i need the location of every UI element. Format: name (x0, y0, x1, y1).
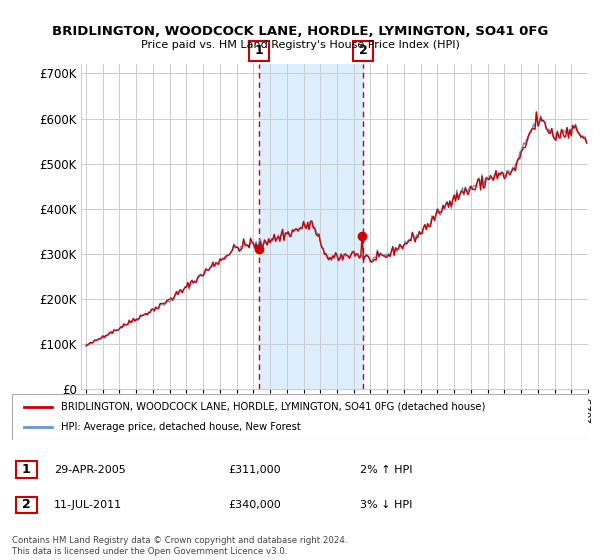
Text: 3% ↓ HPI: 3% ↓ HPI (360, 500, 412, 510)
Text: 2: 2 (359, 44, 367, 58)
Bar (259, 64, 362, 389)
Text: 1: 1 (255, 44, 263, 58)
Text: Price paid vs. HM Land Registry's House Price Index (HPI): Price paid vs. HM Land Registry's House … (140, 40, 460, 50)
Text: 2: 2 (22, 498, 31, 511)
Text: 1: 1 (22, 463, 31, 476)
Text: HPI: Average price, detached house, New Forest: HPI: Average price, detached house, New … (61, 422, 301, 432)
Text: 2% ↑ HPI: 2% ↑ HPI (360, 465, 413, 474)
Text: £311,000: £311,000 (228, 465, 281, 474)
Text: BRIDLINGTON, WOODCOCK LANE, HORDLE, LYMINGTON, SO41 0FG: BRIDLINGTON, WOODCOCK LANE, HORDLE, LYMI… (52, 25, 548, 38)
Text: BRIDLINGTON, WOODCOCK LANE, HORDLE, LYMINGTON, SO41 0FG (detached house): BRIDLINGTON, WOODCOCK LANE, HORDLE, LYMI… (61, 402, 485, 412)
Text: 29-APR-2005: 29-APR-2005 (54, 465, 126, 474)
Text: 11-JUL-2011: 11-JUL-2011 (54, 500, 122, 510)
Text: £340,000: £340,000 (228, 500, 281, 510)
Text: Contains HM Land Registry data © Crown copyright and database right 2024.
This d: Contains HM Land Registry data © Crown c… (12, 536, 347, 556)
